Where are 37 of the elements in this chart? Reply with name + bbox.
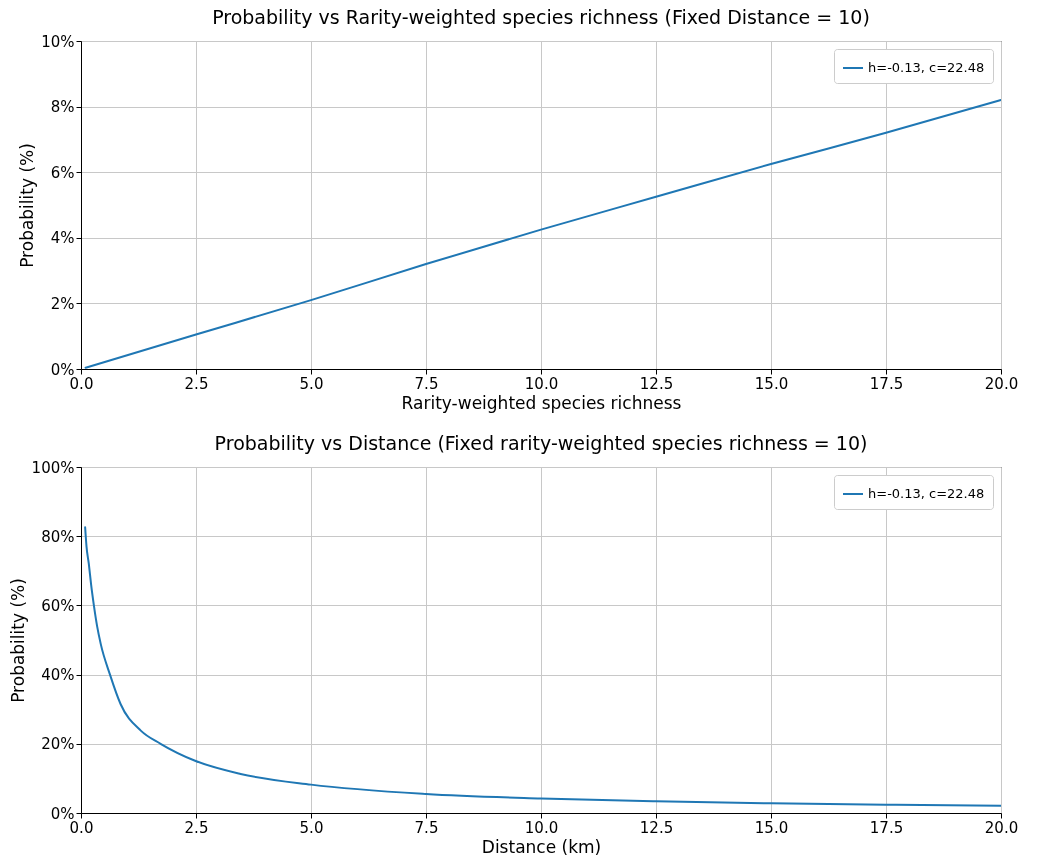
chart-title: Probability vs Rarity-weighted species richness (Fixed Distance = 10) <box>212 6 870 28</box>
chart-title: Probability vs Distance (Fixed rarity-weighted species richness = 10) <box>214 432 868 454</box>
x-tick-label: 12.5 <box>639 818 674 837</box>
x-tick-label: 5.0 <box>299 374 324 393</box>
x-axis-title: Distance (km) <box>481 836 602 857</box>
y-tick-label: 100% <box>31 458 75 477</box>
x-tick-label: 15.0 <box>754 374 789 393</box>
line-series <box>84 526 1001 807</box>
x-tick-label: 17.5 <box>869 374 904 393</box>
x-tick-label: 15.0 <box>754 818 789 837</box>
legend-label: h=-0.13, c=22.48 <box>868 60 985 75</box>
y-tick-label: 6% <box>50 163 75 182</box>
x-axis-title: Rarity-weighted species richness <box>401 392 682 413</box>
x-tick-label: 10.0 <box>524 818 559 837</box>
y-axis-title: Probability (%) <box>17 143 38 268</box>
y-tick-label: 4% <box>50 229 75 248</box>
y-tick-label: 40% <box>41 666 75 685</box>
x-tick-label: 7.5 <box>414 818 439 837</box>
y-tick-label: 60% <box>41 596 75 615</box>
x-tick-label: 17.5 <box>869 818 904 837</box>
x-tick-label: 0.0 <box>69 818 94 837</box>
y-axis-title: Probability (%) <box>7 578 28 703</box>
legend-label: h=-0.13, c=22.48 <box>868 486 985 501</box>
x-tick-label: 5.0 <box>299 818 324 837</box>
x-tick-label: 2.5 <box>184 374 209 393</box>
y-tick-label: 80% <box>41 527 75 546</box>
y-tick-label: 10% <box>41 32 75 51</box>
x-tick-label: 12.5 <box>639 374 674 393</box>
x-tick-label: 20.0 <box>984 374 1019 393</box>
x-tick-label: 2.5 <box>184 818 209 837</box>
y-tick-label: 20% <box>41 735 75 754</box>
x-tick-label: 10.0 <box>524 374 559 393</box>
x-tick-label: 0.0 <box>69 374 94 393</box>
x-tick-label: 20.0 <box>984 818 1019 837</box>
y-tick-label: 8% <box>50 98 75 117</box>
y-tick-label: 2% <box>50 294 75 313</box>
x-tick-label: 7.5 <box>414 374 439 393</box>
